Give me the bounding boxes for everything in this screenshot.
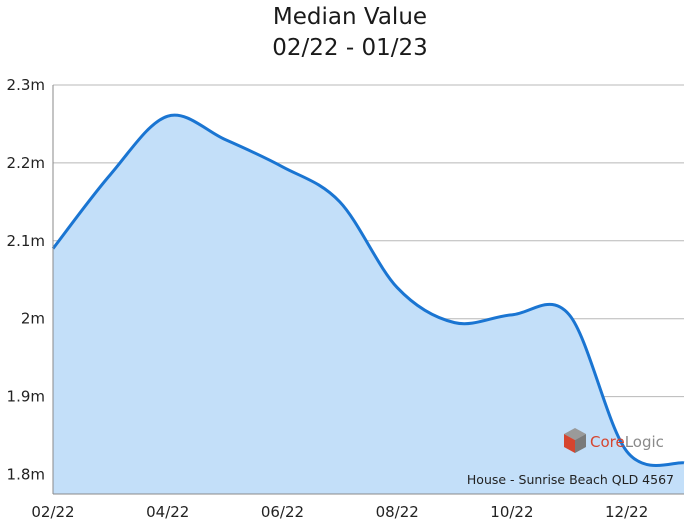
y-tick-label: 2.3m xyxy=(7,76,45,94)
corelogic-cube-icon xyxy=(564,428,586,453)
y-tick-label: 2.1m xyxy=(7,232,45,250)
x-tick-label: 06/22 xyxy=(261,503,304,521)
chart-caption: House - Sunrise Beach QLD 4567 xyxy=(467,472,674,487)
chart-title: Median Value xyxy=(272,4,428,30)
x-tick-label: 08/22 xyxy=(376,503,419,521)
y-tick-label: 2m xyxy=(21,310,45,328)
x-tick-label: 04/22 xyxy=(146,503,189,521)
y-tick-label: 1.8m xyxy=(7,466,45,484)
median-value-line xyxy=(51,113,685,468)
x-tick-label: 10/22 xyxy=(490,503,533,521)
median-value-area xyxy=(53,115,684,495)
x-tick-label: 12/22 xyxy=(605,503,648,521)
corelogic-wordmark: CoreLogic xyxy=(590,433,664,451)
x-axis-ticks: 02/22 04/22 06/22 08/22 10/22 12/22 xyxy=(31,503,648,521)
x-tick-label: 02/22 xyxy=(31,503,74,521)
y-tick-label: 1.9m xyxy=(7,388,45,406)
corelogic-logo: CoreLogic xyxy=(564,428,664,453)
y-axis-ticks: 1.8m 1.9m 2m 2.1m 2.2m 2.3m xyxy=(7,76,45,484)
y-tick-label: 2.2m xyxy=(7,154,45,172)
chart-subtitle: 02/22 - 01/23 xyxy=(272,35,428,61)
